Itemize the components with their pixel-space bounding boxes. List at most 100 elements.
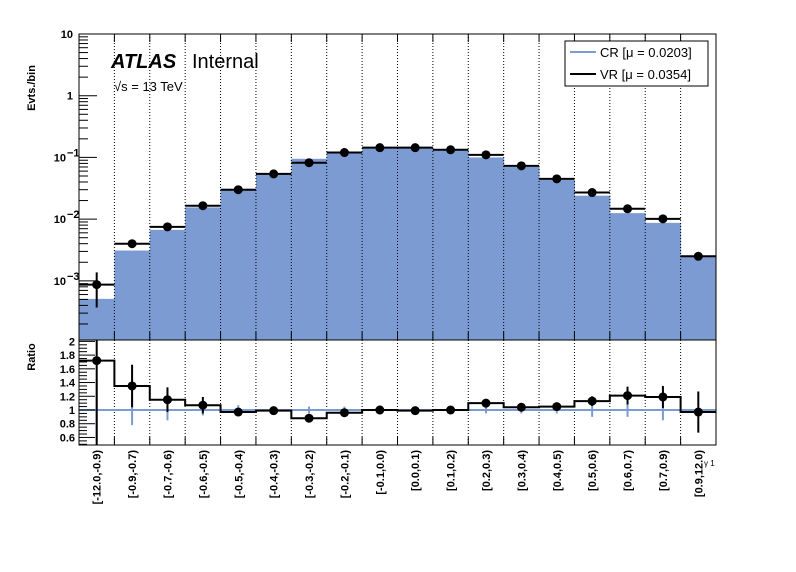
x-tick-label: [0.5,0.6) <box>587 450 599 491</box>
vr-point <box>623 204 633 214</box>
cr-bar <box>680 256 717 340</box>
cr-bar <box>539 180 575 340</box>
ratio-point <box>446 405 456 415</box>
cr-bar <box>114 250 151 340</box>
legend-box <box>564 40 709 87</box>
vr-point <box>375 143 385 153</box>
y-tick-label: 10 <box>61 29 73 41</box>
cr-bar <box>609 213 646 340</box>
ratio-point <box>198 400 208 410</box>
vr-point <box>92 280 102 290</box>
energy-label: √s = 13 TeV <box>114 79 183 94</box>
cr-bar <box>185 207 222 340</box>
vr-point <box>658 214 668 224</box>
x-tick-label: [0.7,0.9) <box>658 450 670 491</box>
cr-bar <box>574 195 611 340</box>
ratio-point <box>516 402 526 412</box>
ratio-point <box>92 356 102 366</box>
cr-bar <box>362 147 398 340</box>
ratio-point <box>658 392 668 402</box>
x-tick-label: [-12.0,-0.9) <box>92 450 104 505</box>
x-tick-label: [-0.6,-0.5) <box>198 450 210 499</box>
x-tick-label: [0.4,0.5) <box>552 450 564 491</box>
cr-bar <box>149 229 186 340</box>
atlas-label: ATLAS <box>110 51 177 73</box>
cr-bar <box>220 188 257 340</box>
cr-bar <box>432 149 469 340</box>
y-tick-exponent: −3 <box>67 271 80 283</box>
ratio-point <box>552 402 562 412</box>
ratio-y-tick-label: 1.8 <box>60 350 75 362</box>
vr-point <box>198 201 208 211</box>
y-tick-label: 10 <box>54 276 66 288</box>
ratio-y-tick-label: 0.8 <box>60 419 75 431</box>
cr-bar <box>255 173 292 340</box>
y-axis-label: Evts./bin <box>26 65 38 111</box>
ratio-point <box>623 391 633 401</box>
cr-bar <box>503 166 540 340</box>
vr-point <box>233 185 243 195</box>
legend-cr-label: CR [μ = 0.0203] <box>600 45 692 60</box>
x-tick-label: [0.9,12.0) <box>693 450 705 497</box>
ratio-point <box>481 398 491 408</box>
ratio-y-axis-label: Ratio <box>26 343 38 371</box>
ratio-step-line <box>79 359 716 420</box>
x-tick-label: [0.6,0.7) <box>623 450 635 491</box>
x-tick-label: [-0.2,-0.1) <box>339 450 351 499</box>
ratio-y-tick-label: 0.6 <box>60 432 75 444</box>
vr-point <box>304 158 314 168</box>
ratio-y-tick-label: 1.2 <box>60 391 75 403</box>
ratio-point <box>304 413 314 423</box>
x-tick-label: [-0.1,0.0) <box>375 450 387 495</box>
y-tick-label: 1 <box>67 91 73 103</box>
ratio-y-tick-label: 1 <box>69 405 75 417</box>
x-axis-label: γ 1 <box>704 459 715 468</box>
y-tick-exponent: −2 <box>67 209 80 221</box>
ratio-point <box>693 407 703 417</box>
vr-point <box>127 239 137 249</box>
x-tick-label: [-0.4,-0.3) <box>269 450 281 499</box>
vr-point <box>587 188 597 198</box>
internal-label: Internal <box>192 51 259 73</box>
ratio-point <box>375 405 385 415</box>
cr-bar <box>645 222 682 340</box>
vr-point <box>481 150 491 160</box>
cr-bar <box>397 147 434 340</box>
vr-point <box>446 145 456 155</box>
cr-bar <box>291 158 328 340</box>
vr-point <box>162 222 172 232</box>
vr-point <box>693 251 703 261</box>
x-tick-label: [-0.7,-0.6) <box>162 450 174 499</box>
y-tick-label: 10 <box>54 152 66 164</box>
ratio-panel: 0.60.8 1 1.21.4 1.6 1.8 2 [-12.0,-0.9) [-0.9,-0… <box>60 336 717 505</box>
ratio-point <box>269 406 279 416</box>
ratio-y-tick-label: 2 <box>69 336 75 348</box>
cr-bar <box>326 151 363 340</box>
legend: CR [μ = 0.0203] VR [μ = 0.0354] <box>564 40 709 87</box>
x-tick-label: [-0.9,-0.7) <box>127 450 139 499</box>
x-tick-label: [-0.3,-0.2) <box>304 450 316 499</box>
ratio-y-tick-label: 1.6 <box>60 364 75 376</box>
x-tick-label: [0.0,0.1) <box>410 450 422 491</box>
x-tick-label: [0.3,0.4) <box>516 450 528 491</box>
y-tick-label: 10 <box>54 214 66 226</box>
legend-vr-label: VR [μ = 0.0354] <box>600 67 691 82</box>
ratio-point <box>233 407 243 417</box>
vr-point <box>269 169 279 179</box>
vr-point <box>516 161 526 171</box>
ratio-point <box>339 408 349 418</box>
vr-point <box>552 174 562 184</box>
x-tick-label: [0.1,0.2) <box>446 450 458 491</box>
x-tick-label: [0.2,0.3) <box>481 450 493 491</box>
vr-point <box>339 148 349 158</box>
x-tick-label: [-0.5,-0.4) <box>233 450 245 499</box>
vr-point <box>410 143 420 153</box>
ratio-point <box>127 381 137 391</box>
ratio-y-tick-label: 1.4 <box>60 378 76 390</box>
y-tick-exponent: −1 <box>67 147 80 159</box>
cr-bar <box>468 157 505 340</box>
ratio-point <box>410 406 420 416</box>
ratio-point <box>162 395 172 405</box>
